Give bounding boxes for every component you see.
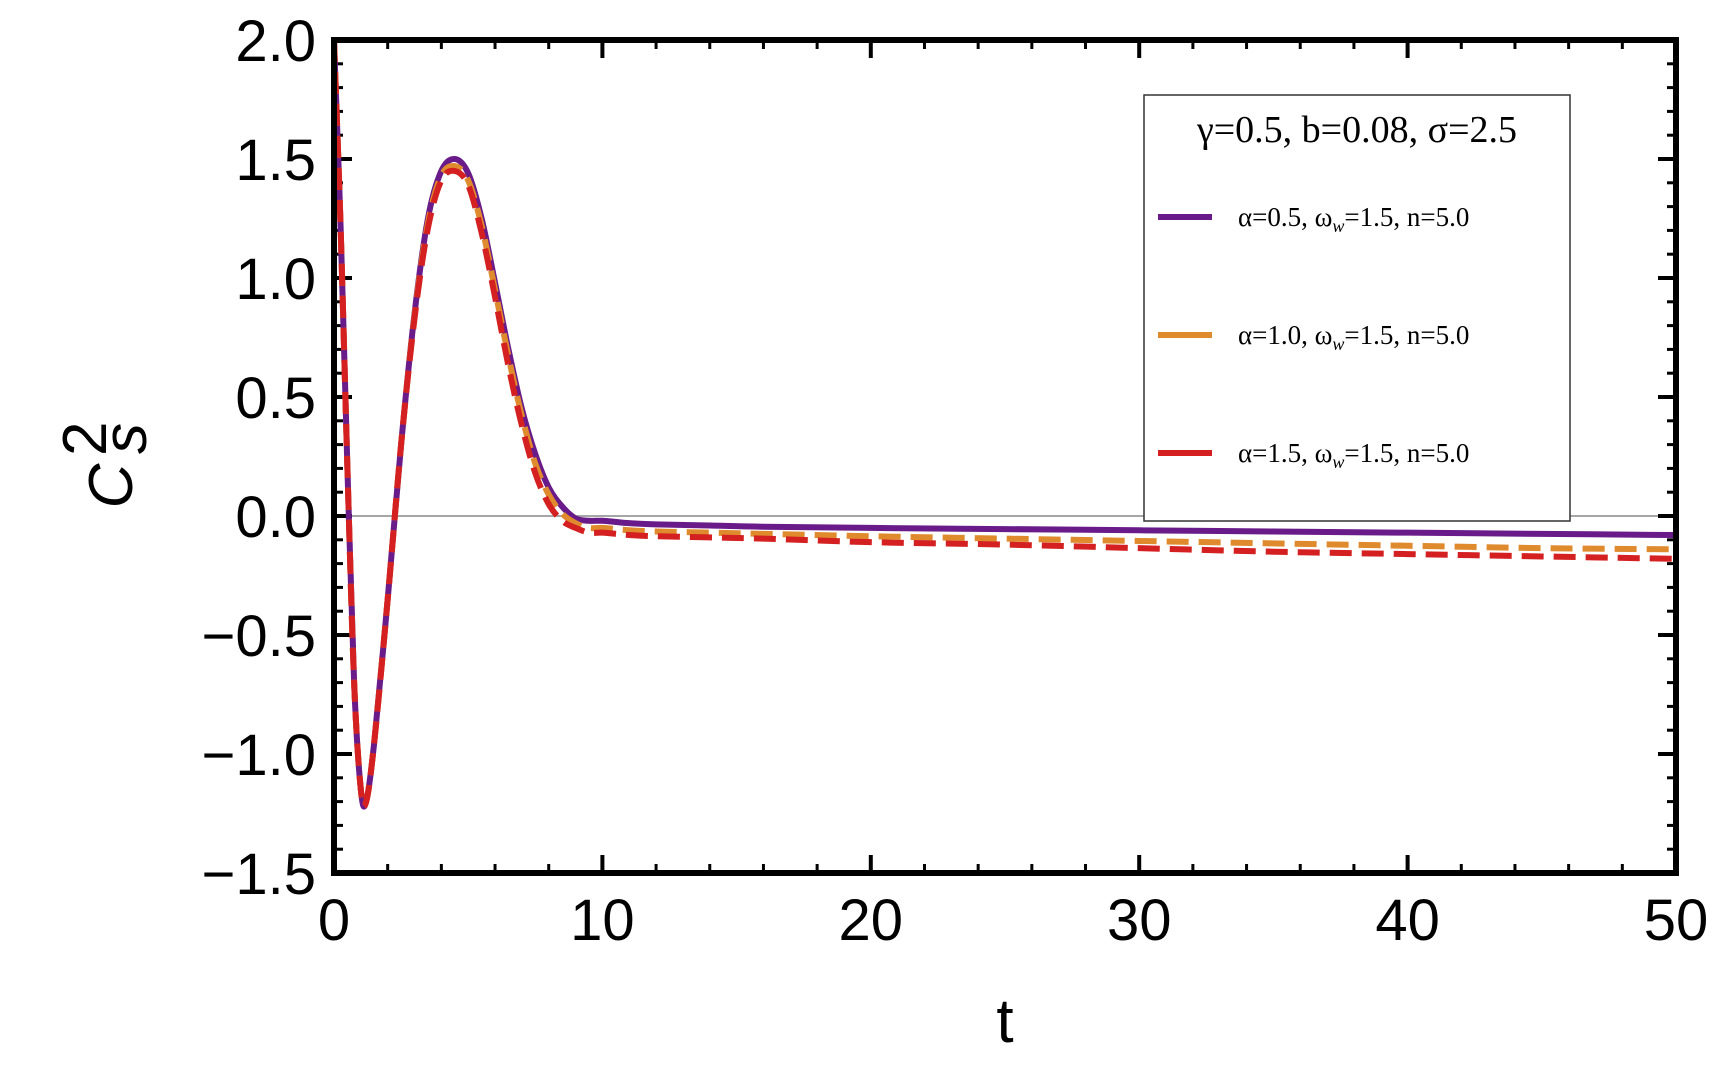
legend-label-series-3-sub: w	[1332, 452, 1344, 472]
legend-label-series-2-part-a: α=1.0, ω	[1238, 320, 1332, 350]
legend-box	[1143, 94, 1571, 522]
legend-label-series-3-part-b: =1.5, n=5.0	[1344, 438, 1469, 468]
x-tick-label-3: 30	[1107, 888, 1172, 953]
legend-label-series-1-part-a: α=0.5, ω	[1238, 202, 1332, 232]
legend-label-series-1-sub: w	[1332, 216, 1344, 236]
series-layer	[334, 40, 1676, 810]
y-tick-label-1: −1.0	[202, 723, 317, 788]
legend: γ=0.5, b=0.08, σ=2.5 α=0.5, ωw=1.5, n=5.…	[1143, 94, 1571, 522]
y-axis-label-subscript: s	[91, 423, 160, 454]
y-axis-label-superscript: 2	[51, 422, 120, 456]
legend-label-series-1: α=0.5, ωw=1.5, n=5.0	[1238, 202, 1469, 236]
legend-label-series-2-part-b: =1.5, n=5.0	[1344, 320, 1469, 350]
x-axis-label: t	[996, 987, 1013, 1056]
legend-label-series-3-part-a: α=1.5, ω	[1238, 438, 1332, 468]
y-tick-label-7: 2.0	[235, 9, 316, 74]
x-tick-label-4: 40	[1375, 888, 1440, 953]
legend-title: γ=0.5, b=0.08, σ=2.5	[1196, 109, 1517, 151]
legend-label-series-2: α=1.0, ωw=1.5, n=5.0	[1238, 320, 1469, 354]
y-tick-label-4: 0.5	[235, 366, 316, 431]
y-tick-label-0: −1.5	[202, 842, 317, 907]
y-tick-label-5: 1.0	[235, 247, 316, 312]
x-tick-label-0: 0	[318, 888, 350, 953]
plot-frame	[331, 37, 1679, 876]
x-tick-label-1: 10	[570, 888, 635, 953]
y-tick-label-3: 0.0	[235, 485, 316, 550]
legend-label-series-2-sub: w	[1332, 334, 1344, 354]
y-tick-label-6: 1.5	[235, 128, 316, 193]
legend-label-series-1-part-b: =1.5, n=5.0	[1344, 202, 1469, 232]
series-line-3	[334, 40, 1676, 810]
y-axis-label: C 2 s	[51, 422, 160, 509]
axis-ticks: 0 10 20 30 40 50 −1.5 −1.0 −0.5 0.0 0.5 1.0 1.5 2.0	[202, 9, 1709, 953]
y-tick-label-2: −0.5	[202, 604, 317, 669]
y-axis-label-main: C	[77, 462, 146, 508]
x-tick-label-2: 20	[839, 888, 904, 953]
x-tick-label-5: 50	[1644, 888, 1709, 953]
legend-label-series-3: α=1.5, ωw=1.5, n=5.0	[1238, 438, 1469, 472]
